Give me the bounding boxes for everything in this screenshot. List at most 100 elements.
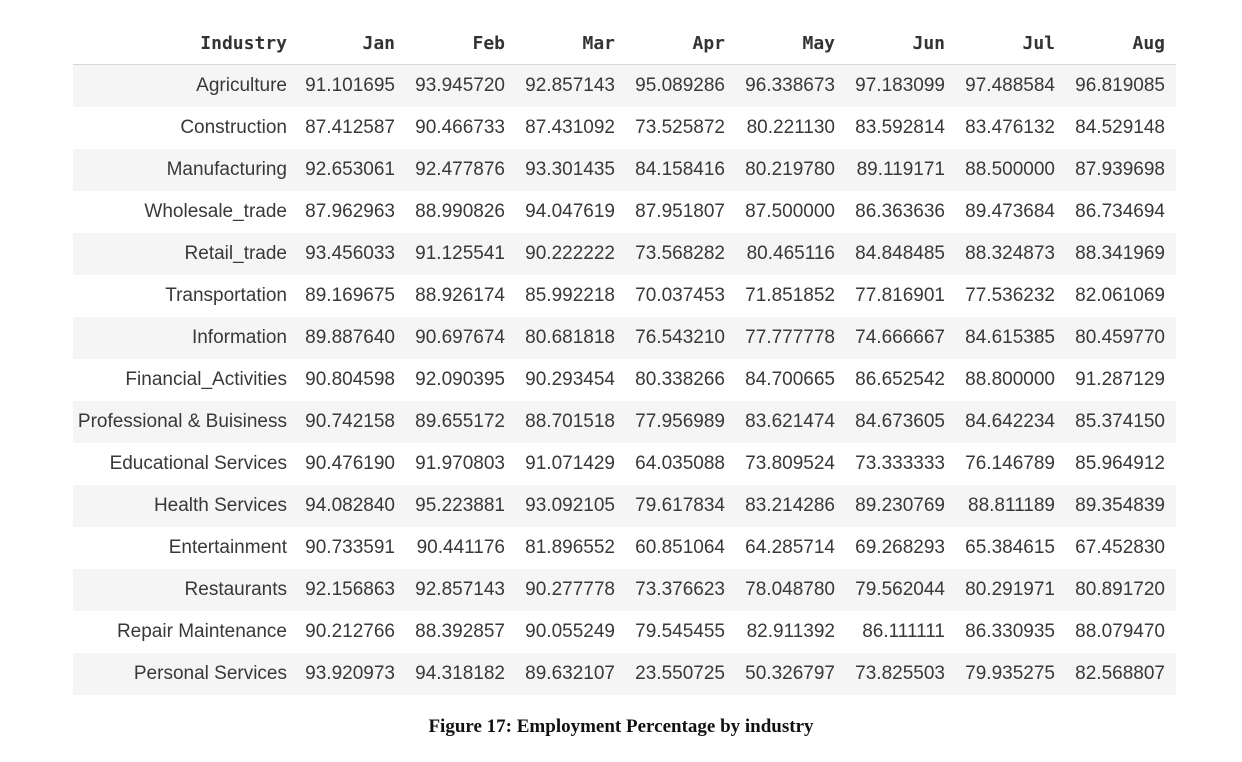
cell-value: 80.459770 — [1066, 317, 1176, 359]
row-label-industry: Manufacturing — [73, 149, 296, 191]
cell-value: 90.742158 — [296, 401, 406, 443]
cell-value: 90.476190 — [296, 443, 406, 485]
cell-value: 89.632107 — [516, 653, 626, 695]
cell-value: 89.169675 — [296, 275, 406, 317]
cell-value: 70.037453 — [626, 275, 736, 317]
table-row: Transportation 89.169675 88.926174 85.99221… — [73, 275, 1176, 317]
cell-value: 88.324873 — [956, 233, 1066, 275]
cell-value: 84.673605 — [846, 401, 956, 443]
cell-value: 90.055249 — [516, 611, 626, 653]
cell-value: 87.431092 — [516, 107, 626, 149]
table-row: Restaurants 92.156863 92.857143 90.277778 73… — [73, 569, 1176, 611]
table-row: Repair Maintenance 90.212766 88.392857 90.0… — [73, 611, 1176, 653]
cell-value: 91.970803 — [406, 443, 516, 485]
cell-value: 64.035088 — [626, 443, 736, 485]
cell-value: 94.047619 — [516, 191, 626, 233]
cell-value: 88.701518 — [516, 401, 626, 443]
cell-value: 89.473684 — [956, 191, 1066, 233]
table-body: Agriculture 91.101695 93.945720 92.857143 95… — [73, 64, 1176, 695]
cell-value: 88.800000 — [956, 359, 1066, 401]
cell-value: 92.857143 — [406, 569, 516, 611]
cell-value: 73.568282 — [626, 233, 736, 275]
cell-value: 80.338266 — [626, 359, 736, 401]
cell-value: 87.951807 — [626, 191, 736, 233]
cell-value: 88.392857 — [406, 611, 516, 653]
cell-value: 80.219780 — [736, 149, 846, 191]
column-header-apr: Apr — [626, 22, 736, 65]
cell-value: 84.615385 — [956, 317, 1066, 359]
cell-value: 87.939698 — [1066, 149, 1176, 191]
table-row: Financial_Activities 90.804598 92.090395 90… — [73, 359, 1176, 401]
cell-value: 82.061069 — [1066, 275, 1176, 317]
table-row: Wholesale_trade 87.962963 88.990826 94.0476… — [73, 191, 1176, 233]
cell-value: 73.825503 — [846, 653, 956, 695]
table-row: Personal Services 93.920973 94.318182 89.63… — [73, 653, 1176, 695]
cell-value: 81.896552 — [516, 527, 626, 569]
cell-value: 50.326797 — [736, 653, 846, 695]
employment-percentage-table: Industry Jan Feb Mar Apr May Jun Jul Aug Agricul… — [73, 22, 1176, 695]
cell-value: 97.488584 — [956, 64, 1066, 107]
cell-value: 84.700665 — [736, 359, 846, 401]
cell-value: 79.935275 — [956, 653, 1066, 695]
table-header: Industry Jan Feb Mar Apr May Jun Jul Aug — [73, 22, 1176, 65]
cell-value: 84.848485 — [846, 233, 956, 275]
row-label-industry: Health Services — [73, 485, 296, 527]
cell-value: 96.819085 — [1066, 64, 1176, 107]
row-label-industry: Personal Services — [73, 653, 296, 695]
cell-value: 71.851852 — [736, 275, 846, 317]
cell-value: 77.816901 — [846, 275, 956, 317]
cell-value: 96.338673 — [736, 64, 846, 107]
row-label-industry: Repair Maintenance — [73, 611, 296, 653]
cell-value: 83.476132 — [956, 107, 1066, 149]
cell-value: 91.101695 — [296, 64, 406, 107]
column-header-aug: Aug — [1066, 22, 1176, 65]
cell-value: 74.666667 — [846, 317, 956, 359]
column-header-may: May — [736, 22, 846, 65]
cell-value: 92.477876 — [406, 149, 516, 191]
cell-value: 73.809524 — [736, 443, 846, 485]
cell-value: 77.956989 — [626, 401, 736, 443]
cell-value: 88.811189 — [956, 485, 1066, 527]
table-row: Agriculture 91.101695 93.945720 92.857143 95… — [73, 64, 1176, 107]
cell-value: 89.230769 — [846, 485, 956, 527]
cell-value: 89.354839 — [1066, 485, 1176, 527]
cell-value: 90.222222 — [516, 233, 626, 275]
cell-value: 88.500000 — [956, 149, 1066, 191]
table-row: Educational Services 90.476190 91.970803 91… — [73, 443, 1176, 485]
cell-value: 73.525872 — [626, 107, 736, 149]
cell-value: 84.529148 — [1066, 107, 1176, 149]
cell-value: 77.777778 — [736, 317, 846, 359]
cell-value: 90.212766 — [296, 611, 406, 653]
table-row: Construction 87.412587 90.466733 87.431092 7… — [73, 107, 1176, 149]
row-label-industry: Restaurants — [73, 569, 296, 611]
row-label-industry: Transportation — [73, 275, 296, 317]
cell-value: 86.734694 — [1066, 191, 1176, 233]
column-header-feb: Feb — [406, 22, 516, 65]
cell-value: 90.441176 — [406, 527, 516, 569]
row-label-industry: Professional & Buisiness — [73, 401, 296, 443]
column-header-jul: Jul — [956, 22, 1066, 65]
cell-value: 80.291971 — [956, 569, 1066, 611]
cell-value: 79.617834 — [626, 485, 736, 527]
cell-value: 87.500000 — [736, 191, 846, 233]
row-label-industry: Wholesale_trade — [73, 191, 296, 233]
cell-value: 90.466733 — [406, 107, 516, 149]
table-row: Information 89.887640 90.697674 80.681818 76… — [73, 317, 1176, 359]
cell-value: 88.990826 — [406, 191, 516, 233]
cell-value: 93.945720 — [406, 64, 516, 107]
cell-value: 73.333333 — [846, 443, 956, 485]
cell-value: 64.285714 — [736, 527, 846, 569]
cell-value: 86.652542 — [846, 359, 956, 401]
row-label-industry: Financial_Activities — [73, 359, 296, 401]
cell-value: 90.277778 — [516, 569, 626, 611]
cell-value: 92.653061 — [296, 149, 406, 191]
cell-value: 83.592814 — [846, 107, 956, 149]
cell-value: 93.920973 — [296, 653, 406, 695]
cell-value: 86.111111 — [846, 611, 956, 653]
cell-value: 77.536232 — [956, 275, 1066, 317]
cell-value: 86.330935 — [956, 611, 1066, 653]
cell-value: 85.992218 — [516, 275, 626, 317]
cell-value: 84.642234 — [956, 401, 1066, 443]
cell-value: 80.221130 — [736, 107, 846, 149]
cell-value: 79.562044 — [846, 569, 956, 611]
